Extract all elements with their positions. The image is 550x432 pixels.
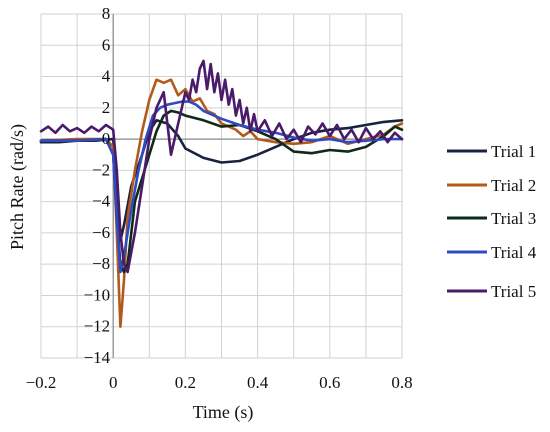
series-line-trial-5 — [39, 59, 404, 274]
y-tick-label: −6 — [92, 223, 110, 242]
series-line-trial-4 — [39, 100, 404, 274]
x-tick-label: 0.6 — [319, 373, 340, 392]
grid — [40, 13, 403, 359]
y-tick-label: 6 — [102, 35, 111, 54]
legend-label: Trial 1 — [491, 142, 536, 161]
legend-label: Trial 2 — [491, 176, 536, 195]
legend: Trial 1 Trial 2 Trial 3 Trial 4 Trial 5 — [447, 142, 537, 301]
x-tick-label: 0.8 — [391, 373, 412, 392]
x-tick-label: 0.4 — [247, 373, 269, 392]
y-tick-label: −8 — [92, 254, 110, 273]
y-axis-label: Pitch Rate (rad/s) — [7, 124, 28, 250]
series-layer — [39, 59, 404, 329]
x-tick-label: −0.2 — [26, 373, 57, 392]
y-tick-label: −2 — [92, 160, 110, 179]
legend-label: Trial 4 — [491, 243, 537, 262]
x-tick-label: 0.2 — [175, 373, 196, 392]
y-tick-label: −12 — [84, 317, 111, 336]
x-axis-label: Time (s) — [193, 402, 254, 423]
y-tick-label: 2 — [102, 98, 111, 117]
y-tick-label: −10 — [84, 285, 111, 304]
legend-label: Trial 3 — [491, 209, 536, 228]
y-tick-label: −4 — [92, 192, 111, 211]
y-tick-label: 0 — [102, 129, 111, 148]
x-tick-label: 0 — [109, 373, 118, 392]
y-tick-label: 4 — [102, 67, 111, 86]
tick-labels: −0.2 0 0.2 0.4 0.6 0.8 −14 −12 −10 −8 −6 −4 −2 0 2 4 6 8 — [26, 4, 413, 392]
legend-label: Trial 5 — [491, 282, 536, 301]
y-tick-label: −14 — [84, 348, 111, 367]
y-tick-label: 8 — [102, 4, 111, 23]
